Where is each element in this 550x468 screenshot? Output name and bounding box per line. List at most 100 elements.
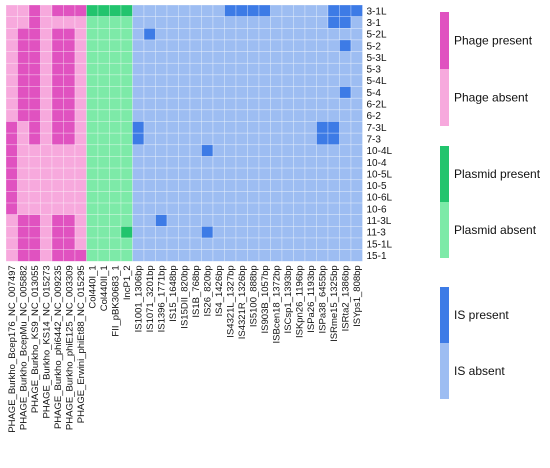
heatmap-cell [327, 86, 340, 99]
heatmap-cell [143, 86, 156, 99]
row-label: 15-1 [367, 251, 387, 262]
heatmap-cell [51, 4, 64, 17]
heatmap-cell [155, 4, 168, 17]
heatmap-cell [40, 86, 53, 99]
heatmap-cell [155, 249, 168, 262]
heatmap-cell [339, 132, 352, 146]
heatmap-cell [97, 74, 110, 87]
heatmap-cell [86, 109, 99, 122]
heatmap-cell [224, 97, 237, 111]
heatmap-cell [350, 167, 363, 181]
heatmap-cell [201, 156, 214, 169]
heatmap-cell [339, 179, 352, 192]
heatmap-cell [201, 202, 214, 216]
row-label: 10-4L [367, 146, 393, 157]
heatmap-cell [235, 226, 248, 239]
heatmap-cell [63, 39, 76, 52]
heatmap-cell [350, 156, 363, 169]
heatmap-cell [201, 4, 214, 17]
row-label: 3-1L [367, 6, 387, 17]
legend-swatch [440, 12, 449, 69]
heatmap-cell [189, 237, 202, 250]
heatmap-cell [97, 202, 110, 216]
heatmap-cell [74, 121, 87, 134]
heatmap-cell [51, 16, 64, 29]
heatmap-cell [63, 132, 76, 146]
heatmap-cell [17, 39, 30, 52]
heatmap-cell [178, 226, 191, 239]
heatmap-cell [235, 191, 248, 204]
heatmap-cell [293, 51, 306, 64]
heatmap-cell [86, 156, 99, 169]
heatmap-cell [247, 51, 260, 64]
column-label: Col440II_1 [99, 265, 110, 311]
heatmap-cell [212, 4, 225, 17]
heatmap-cell [5, 202, 18, 216]
heatmap-cell [132, 97, 145, 111]
column-label: PHAGE_Burkho_BcepMu_NC_005882 [19, 265, 30, 430]
heatmap-cell [350, 202, 363, 216]
heatmap-cell [109, 74, 122, 87]
row-label: 5-4L [367, 76, 387, 87]
heatmap-cell [28, 4, 41, 17]
heatmap-cell [327, 249, 340, 262]
heatmap-cell [258, 214, 271, 227]
heatmap-cell [120, 144, 133, 157]
heatmap-cell [5, 51, 18, 64]
heatmap-cell [63, 121, 76, 134]
heatmap-cell [316, 249, 329, 262]
heatmap-cell [74, 51, 87, 64]
heatmap-cell [293, 214, 306, 227]
heatmap-cell [293, 179, 306, 192]
heatmap-cell [120, 191, 133, 204]
heatmap-cell [201, 27, 214, 41]
legend-label: IS absent [454, 364, 505, 378]
heatmap-cell [166, 144, 179, 157]
heatmap-cell [281, 202, 294, 216]
heatmap-cell [258, 62, 271, 76]
heatmap-cell [17, 156, 30, 169]
heatmap-cell [51, 86, 64, 99]
heatmap-cell [155, 191, 168, 204]
heatmap-cell [224, 191, 237, 204]
heatmap-cell [63, 202, 76, 216]
row-label: 10-5 [367, 181, 387, 192]
heatmap-cell [86, 167, 99, 181]
heatmap-cell [155, 237, 168, 250]
heatmap-cell [166, 249, 179, 262]
heatmap-cell [5, 191, 18, 204]
heatmap-cell [17, 249, 30, 262]
heatmap-cell [120, 249, 133, 262]
heatmap-cell [304, 202, 317, 216]
legend-swatch [440, 146, 449, 202]
heatmap-cell [224, 144, 237, 157]
heatmap-cell [143, 249, 156, 262]
heatmap-cell [235, 109, 248, 122]
column-label: ISBcen18_1372bp [272, 265, 283, 343]
heatmap-cell [17, 132, 30, 146]
heatmap-cell [28, 97, 41, 111]
heatmap-cell [316, 51, 329, 64]
heatmap-cell [155, 202, 168, 216]
heatmap-cell [293, 156, 306, 169]
heatmap-cell [28, 156, 41, 169]
heatmap-cell [339, 167, 352, 181]
column-label: IS4_1426bp [214, 265, 225, 316]
heatmap-cell [86, 97, 99, 111]
heatmap-cell [74, 4, 87, 17]
heatmap-cell [17, 202, 30, 216]
heatmap-cell [74, 86, 87, 99]
heatmap-cell [281, 121, 294, 134]
heatmap-cell [97, 226, 110, 239]
heatmap-cell [97, 156, 110, 169]
row-label: 10-5L [367, 169, 393, 180]
heatmap-cell [120, 16, 133, 29]
heatmap-cell [86, 202, 99, 216]
heatmap-cell [235, 86, 248, 99]
heatmap-cell [235, 249, 248, 262]
heatmap-cell [258, 4, 271, 17]
heatmap-cell [132, 191, 145, 204]
legend-label: Phage present [454, 34, 533, 48]
heatmap-cell [327, 132, 340, 146]
heatmap-cell [270, 237, 283, 250]
